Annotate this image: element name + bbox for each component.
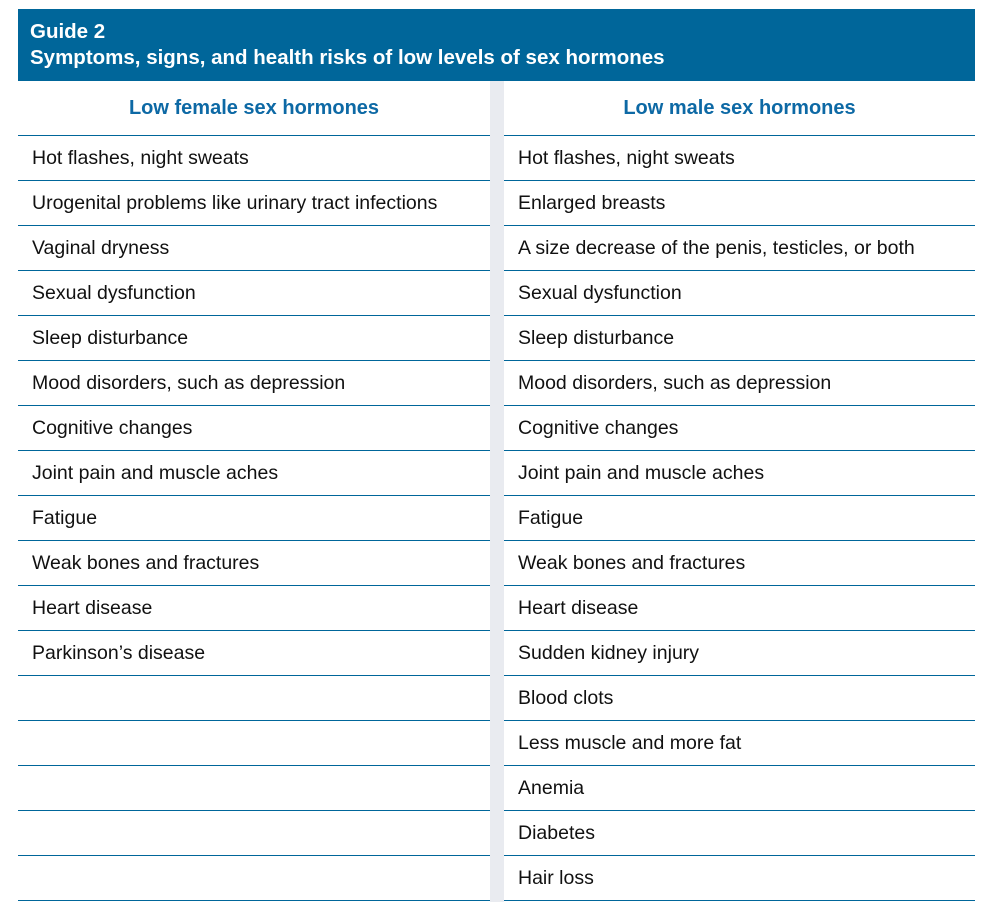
- male-row: Cognitive changes: [504, 406, 975, 451]
- female-column: Low female sex hormones Hot flashes, nig…: [18, 81, 490, 902]
- female-row: Fatigue: [18, 496, 490, 541]
- guide-header: Guide 2 Symptoms, signs, and health risk…: [18, 9, 975, 81]
- male-row: Hair loss: [504, 856, 975, 901]
- male-row: Mood disorders, such as depression: [504, 361, 975, 406]
- male-row: Hot flashes, night sweats: [504, 136, 975, 181]
- female-row: Sleep disturbance: [18, 316, 490, 361]
- female-row: Joint pain and muscle aches: [18, 451, 490, 496]
- female-row: [18, 811, 490, 856]
- male-row: Sudden kidney injury: [504, 631, 975, 676]
- female-rows: Hot flashes, night sweats Urogenital prob…: [18, 136, 490, 901]
- female-row: [18, 766, 490, 811]
- female-row: [18, 676, 490, 721]
- male-row: Blood clots: [504, 676, 975, 721]
- female-row: Urogenital problems like urinary tract i…: [18, 181, 490, 226]
- male-row: Less muscle and more fat: [504, 721, 975, 766]
- male-row: Fatigue: [504, 496, 975, 541]
- female-row: Parkinson’s disease: [18, 631, 490, 676]
- male-row: Joint pain and muscle aches: [504, 451, 975, 496]
- guide-number: Guide 2: [30, 20, 106, 43]
- male-row: Heart disease: [504, 586, 975, 631]
- male-row: Enlarged breasts: [504, 181, 975, 226]
- male-row: Sexual dysfunction: [504, 271, 975, 316]
- male-row: Diabetes: [504, 811, 975, 856]
- male-column: Low male sex hormones Hot flashes, night…: [504, 81, 975, 902]
- female-row: [18, 856, 490, 901]
- female-row: Sexual dysfunction: [18, 271, 490, 316]
- guide-title: Symptoms, signs, and health risks of low…: [30, 46, 665, 69]
- male-row: A size decrease of the penis, testicles,…: [504, 226, 975, 271]
- female-row: Hot flashes, night sweats: [18, 136, 490, 181]
- female-row: Vaginal dryness: [18, 226, 490, 271]
- male-row: Weak bones and fractures: [504, 541, 975, 586]
- female-row: Cognitive changes: [18, 406, 490, 451]
- female-row: Heart disease: [18, 586, 490, 631]
- guide-table: Guide 2 Symptoms, signs, and health risk…: [18, 9, 975, 902]
- male-rows: Hot flashes, night sweats Enlarged breast…: [504, 136, 975, 901]
- female-row: Weak bones and fractures: [18, 541, 490, 586]
- guide-body: Low female sex hormones Hot flashes, nig…: [18, 81, 975, 902]
- male-column-heading: Low male sex hormones: [504, 81, 975, 136]
- male-row: Anemia: [504, 766, 975, 811]
- female-row: Mood disorders, such as depression: [18, 361, 490, 406]
- female-row: [18, 721, 490, 766]
- female-column-heading: Low female sex hormones: [18, 81, 490, 136]
- column-gutter: [490, 81, 504, 902]
- male-row: Sleep disturbance: [504, 316, 975, 361]
